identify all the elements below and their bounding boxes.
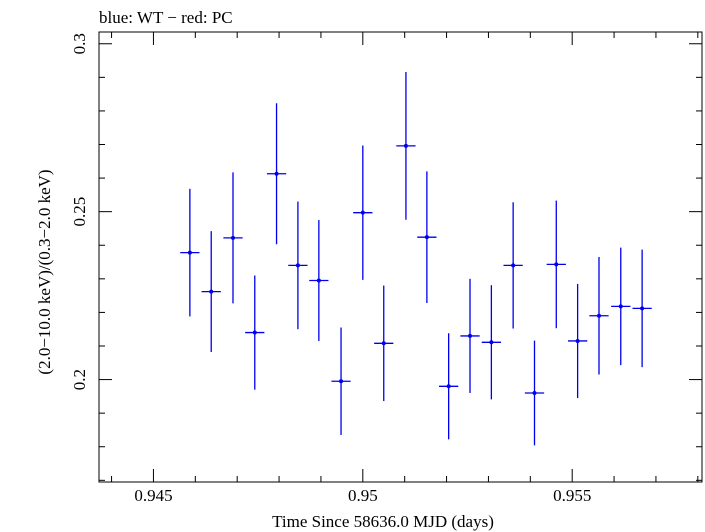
plot-frame bbox=[98, 31, 703, 483]
data-point bbox=[396, 71, 416, 220]
point-marker bbox=[187, 250, 192, 255]
point-marker bbox=[640, 306, 645, 311]
point-marker bbox=[381, 341, 386, 346]
data-point bbox=[180, 188, 200, 317]
data-point bbox=[439, 333, 459, 440]
axis-ticks bbox=[99, 32, 702, 482]
data-point bbox=[288, 201, 308, 330]
data-point bbox=[460, 278, 480, 394]
y-tick-label: 0.3 bbox=[70, 33, 89, 54]
data-point bbox=[632, 249, 652, 368]
data-point bbox=[417, 171, 437, 304]
x-axis-label: Time Since 58636.0 MJD (days) bbox=[272, 512, 494, 531]
data-point bbox=[309, 220, 329, 341]
point-marker bbox=[339, 379, 344, 384]
data-point bbox=[353, 145, 373, 280]
data-point bbox=[568, 283, 588, 399]
data-point bbox=[266, 103, 287, 245]
point-marker bbox=[575, 338, 580, 343]
data-point bbox=[245, 275, 265, 390]
data-point bbox=[503, 202, 523, 329]
x-tick-label: 0.95 bbox=[348, 486, 378, 505]
point-marker bbox=[554, 262, 559, 267]
point-marker bbox=[231, 235, 235, 240]
point-marker bbox=[274, 171, 279, 176]
data-point bbox=[223, 172, 243, 304]
data-point bbox=[611, 247, 631, 366]
point-marker bbox=[446, 384, 451, 389]
x-tick-label: 0.945 bbox=[134, 486, 172, 505]
y-tick-label: 0.25 bbox=[70, 197, 89, 227]
point-marker bbox=[618, 304, 623, 309]
y-tick-label: 0.2 bbox=[70, 369, 89, 390]
point-marker bbox=[596, 313, 601, 318]
data-points bbox=[180, 71, 652, 446]
point-marker bbox=[360, 210, 365, 215]
point-marker bbox=[424, 235, 429, 240]
point-marker bbox=[468, 333, 473, 338]
data-point bbox=[546, 200, 566, 329]
point-marker bbox=[403, 143, 408, 148]
point-marker bbox=[295, 263, 300, 268]
x-tick-label: 0.955 bbox=[553, 486, 591, 505]
data-point bbox=[374, 285, 394, 402]
data-point bbox=[201, 231, 221, 353]
point-marker bbox=[209, 289, 214, 294]
point-marker bbox=[489, 340, 494, 345]
point-marker bbox=[532, 391, 537, 396]
chart-title: blue: WT − red: PC bbox=[99, 8, 233, 27]
point-marker bbox=[316, 278, 321, 283]
point-marker bbox=[252, 330, 257, 335]
y-axis-label: (2.0−10.0 keV)/(0.3−2.0 keV) bbox=[35, 169, 54, 374]
axis-tick-labels: 0.945 0.95 0.955 0.2 0.25 0.3 bbox=[70, 33, 591, 505]
data-point bbox=[589, 257, 609, 375]
data-point bbox=[524, 340, 545, 446]
point-marker bbox=[511, 263, 516, 268]
data-point bbox=[481, 285, 501, 400]
data-point bbox=[331, 327, 351, 435]
